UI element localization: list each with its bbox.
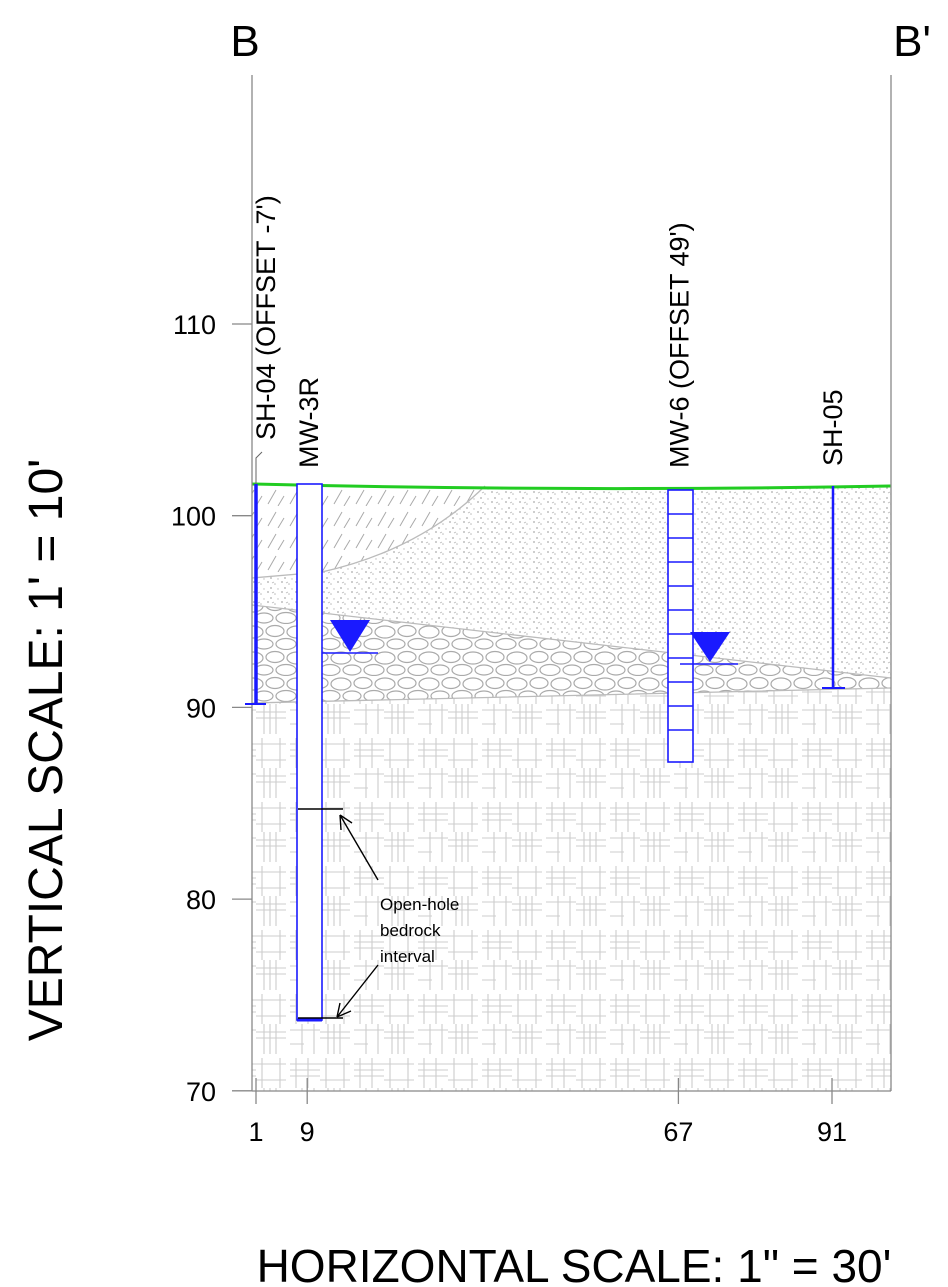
- station-label: 1: [248, 1117, 263, 1147]
- elevation-label: 110: [173, 310, 216, 340]
- bedrock: [252, 688, 891, 1091]
- well-label: SH-04 (OFFSET -7'): [251, 195, 281, 440]
- elevation-label: 80: [186, 885, 216, 915]
- well-label: MW-6 (OFFSET 49'): [664, 222, 694, 468]
- strata: [251, 482, 892, 1091]
- annotation-arrows: [298, 808, 379, 1019]
- elevation-label: 100: [171, 502, 216, 532]
- cobbles: [252, 605, 891, 703]
- wells: [245, 483, 845, 1022]
- well-label: MW-3R: [294, 377, 324, 468]
- well-label: SH-05: [818, 389, 848, 466]
- elevation-label: 90: [186, 693, 216, 723]
- frame: [251, 75, 892, 1092]
- annotation-line: interval: [380, 947, 435, 966]
- annotation-line: bedrock: [380, 921, 441, 940]
- station-label: 91: [817, 1117, 847, 1147]
- elevation-label: 70: [186, 1077, 216, 1107]
- ground-surface: [251, 482, 892, 491]
- section-start: B: [230, 17, 259, 66]
- section-end: B': [893, 17, 931, 66]
- horizontal-scale: HORIZONTAL SCALE: 1" = 30': [257, 1240, 892, 1287]
- annotation-line: Open-hole: [380, 895, 459, 914]
- station-label: 67: [663, 1117, 693, 1147]
- station-label: 9: [300, 1117, 315, 1147]
- vertical-scale: VERTICAL SCALE: 1' = 10': [20, 459, 73, 1042]
